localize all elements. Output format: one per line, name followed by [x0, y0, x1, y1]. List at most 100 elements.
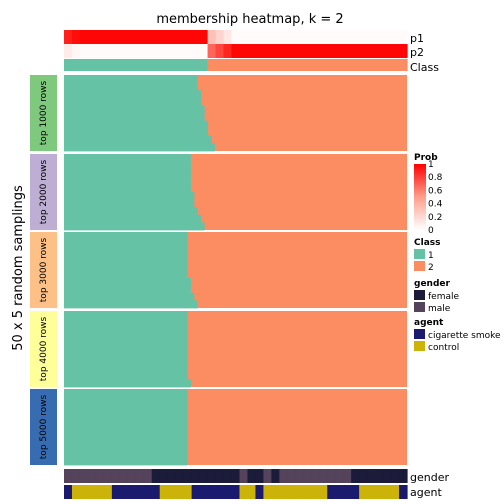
prob-legend: Prob 10.80.60.40.20 [414, 153, 443, 236]
p1-cell [104, 30, 113, 44]
gender-cell [120, 469, 129, 483]
p1-cell [255, 30, 264, 44]
gender-cell [216, 469, 225, 483]
heatmap-row-class1 [64, 215, 201, 223]
class-cell [399, 59, 408, 71]
p2-cell [399, 44, 408, 58]
agent-cell [255, 485, 264, 499]
p1-cell [160, 30, 169, 44]
heatmap-row-class1 [64, 207, 198, 215]
p2-cell [176, 44, 185, 58]
legend-swatch [414, 302, 425, 312]
class-cell [343, 59, 352, 71]
gender-cell [343, 469, 352, 483]
agent-cell [399, 485, 408, 499]
p2-cell [271, 44, 280, 58]
p1-cell [367, 30, 376, 44]
heatmap-row-class1 [64, 184, 191, 192]
p1-cell [399, 30, 408, 44]
p1-cell [359, 30, 368, 44]
y-axis-label: 50 x 5 random samplings [11, 185, 26, 351]
group-label-text: top 5000 rows [39, 394, 49, 459]
gender-cell [351, 469, 360, 483]
chart-title: membership heatmap, k = 2 [156, 12, 343, 27]
heatmap-row-class1 [64, 143, 215, 151]
heatmap-row-class1 [64, 240, 187, 248]
class-cell [136, 59, 145, 71]
group-label-column: top 1000 rows top 2000 rows top 3000 rows t… [30, 75, 57, 465]
class-cell [335, 59, 344, 71]
class-cell [239, 59, 248, 71]
prob-tick-label: 0.2 [428, 213, 442, 223]
agent-cell [303, 485, 312, 499]
heatmap-row-class1 [64, 357, 187, 365]
heatmap-body [64, 75, 407, 465]
p2-cell [144, 44, 153, 58]
gender-cell [168, 469, 177, 483]
legend-swatch [414, 261, 425, 271]
heatmap-row-class1 [64, 278, 191, 286]
p2-annotation-row [64, 44, 408, 58]
legend-item-label: 2 [428, 263, 434, 273]
agent-cell [176, 485, 185, 499]
heatmap-row-class1 [64, 270, 187, 278]
class-cell [232, 59, 241, 71]
gender-cell [200, 469, 209, 483]
agent-cell [319, 485, 328, 499]
class-legend-title: Class [414, 238, 440, 248]
heatmap-row-class1 [64, 319, 187, 327]
p2-cell [303, 44, 312, 58]
gender-cell [104, 469, 113, 483]
heatmap-row-class1 [64, 232, 187, 240]
gender-cell [247, 469, 256, 483]
heatmap-row-class1 [64, 341, 187, 349]
agent-cell [120, 485, 129, 499]
class-cell [351, 59, 360, 71]
gender-cell [367, 469, 376, 483]
agent-legend-title: agent [414, 318, 444, 328]
p2-cell [64, 44, 73, 58]
class-cell [208, 59, 217, 71]
gender-cell [383, 469, 392, 483]
class-cell [319, 59, 328, 71]
gender-cell [96, 469, 105, 483]
gender-cell [359, 469, 368, 483]
p1-cell [120, 30, 129, 44]
heatmap-row-class1 [64, 262, 187, 270]
agent-cell [64, 485, 73, 499]
p1-cell [184, 30, 193, 44]
heatmap-row-class1 [64, 326, 187, 334]
p2-cell [80, 44, 89, 58]
class-cell [287, 59, 296, 71]
class-cell [88, 59, 97, 71]
p1-cell [335, 30, 344, 44]
gender-cell [271, 469, 280, 483]
p1-cell [88, 30, 97, 44]
legend-swatch [414, 290, 425, 300]
gender-cell [72, 469, 81, 483]
p1-cell [279, 30, 288, 44]
gender-cell [287, 469, 296, 483]
gender-annotation-row [64, 469, 408, 483]
p2-cell [239, 44, 248, 58]
gender-legend-title: gender [414, 279, 451, 289]
class-cell [391, 59, 400, 71]
agent-cell [343, 485, 352, 499]
class-cell [160, 59, 169, 71]
agent-cell [104, 485, 113, 499]
class-cell [247, 59, 256, 71]
heatmap-row-class1 [64, 442, 187, 450]
p1-cell [271, 30, 280, 44]
class-cell [224, 59, 233, 71]
p2-label: p2 [410, 46, 424, 59]
prob-tick-label: 0.8 [428, 173, 443, 183]
class-cell [144, 59, 153, 71]
heatmap-row-class1 [64, 349, 187, 357]
heatmap-row-class1 [64, 113, 205, 121]
class-cell [64, 59, 73, 71]
p2-cell [88, 44, 97, 58]
heatmap-row-class1 [64, 121, 208, 129]
heatmap-row-class1 [64, 75, 198, 83]
gender-cell [192, 469, 201, 483]
